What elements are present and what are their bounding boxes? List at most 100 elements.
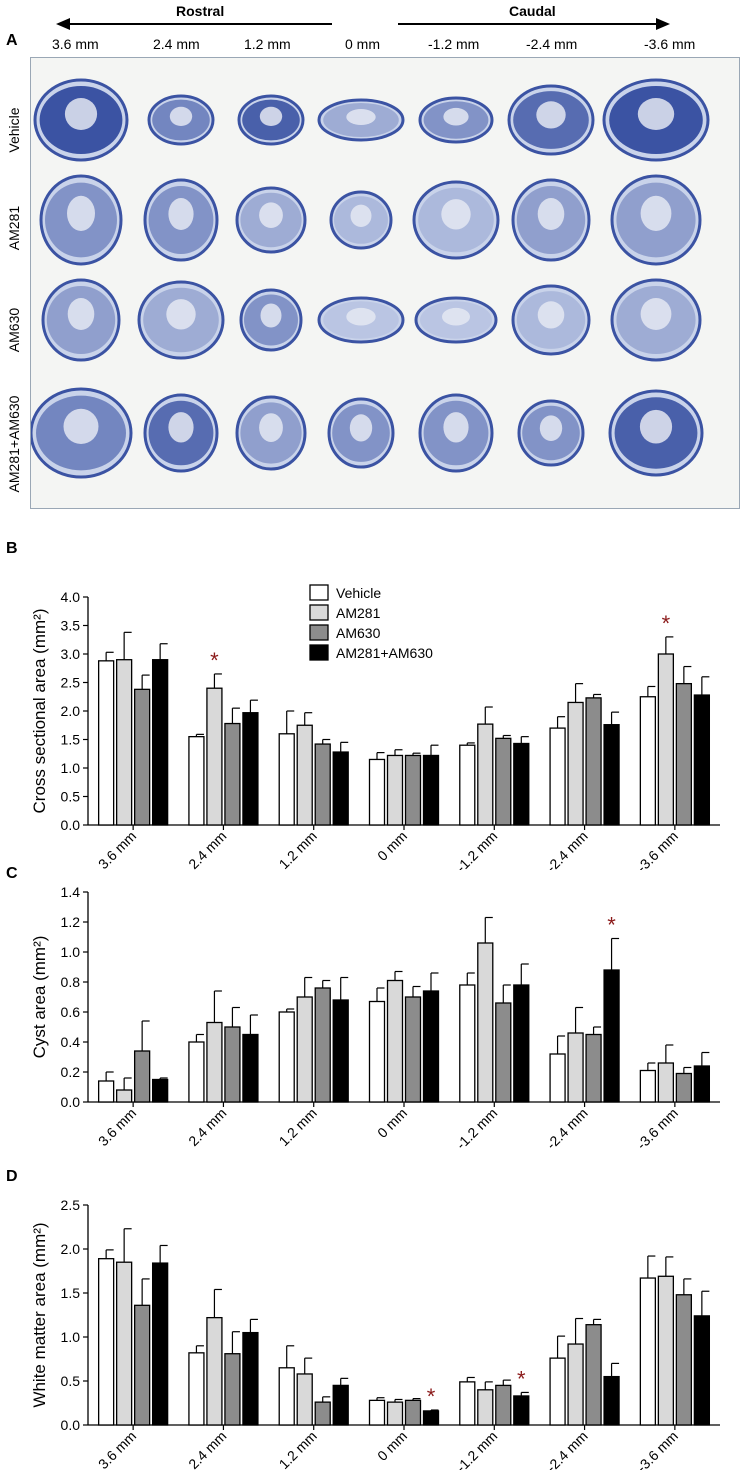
y-tick-label: 1.0 [61,944,81,960]
bar [242,1331,259,1426]
row-label-am281-am630: AM281+AM630 [6,395,22,493]
tissue-section [327,397,395,469]
bar [693,1315,711,1426]
bar [368,1399,386,1426]
bar [404,996,422,1103]
bar [513,1395,530,1426]
bar [314,987,331,1103]
bar [97,1258,115,1426]
x-tick-label: 2.4 mm [185,828,229,870]
bar [459,744,476,826]
bar [422,1410,440,1426]
bar [206,1316,223,1426]
histology-grid [29,57,740,509]
bar [495,1002,512,1103]
x-tick-label: -3.6 mm [633,828,681,870]
y-tick-label: 0.8 [61,974,81,990]
bar [657,1062,675,1103]
bar [549,727,566,826]
bar [549,1053,566,1103]
bar [224,722,241,826]
tissue-section [418,393,494,473]
x-tick-label: -1.2 mm [453,1105,501,1153]
panel-c-letter: C [6,865,18,882]
bar [657,1275,675,1426]
y-tick-label: 0.5 [61,1373,81,1389]
x-tick-label: 1.2 mm [276,1105,320,1149]
y-tick-label: 0.2 [61,1064,81,1080]
bar [332,751,349,826]
bar [97,1080,115,1103]
tissue-section [237,94,305,146]
tissue-section [412,180,500,260]
bar [386,754,404,826]
tissue-section [33,78,129,162]
x-tick-label: 0 mm [374,1428,410,1464]
significance-star: * [427,1384,436,1409]
bar [224,1353,241,1426]
bar [477,1389,494,1426]
row-label-am630: AM630 [6,307,22,353]
bar [567,701,584,826]
tissue-section [235,186,307,254]
y-axis-label: Cross sectional area (mm²) [30,609,49,814]
rostral-arrow-icon [56,18,70,30]
legend-swatch [309,584,329,601]
tissue-section [610,278,702,362]
bar [675,682,693,826]
bar [115,1089,133,1103]
bar [404,1399,422,1426]
y-tick-label: 0.0 [61,1417,81,1433]
bar [278,1367,295,1426]
tissue-section [143,393,219,473]
bar [224,1026,241,1103]
bar [567,1343,584,1426]
x-tick-label: 3.6 mm [95,1428,139,1470]
x-tick-label: -2.4 mm [543,1428,591,1470]
legend-label: Vehicle [336,585,381,601]
distance-label: 3.6 mm [52,36,99,52]
bar [513,984,530,1103]
bar [585,1033,602,1103]
y-tick-label: 1.4 [61,884,81,900]
distance-label: 2.4 mm [153,36,200,52]
tissue-section [507,84,595,156]
tissue-section [147,94,215,146]
significance-star: * [662,611,671,636]
x-tick-label: -1.2 mm [453,828,501,870]
significance-star: * [517,1366,526,1391]
rostral-label: Rostral [176,3,225,19]
tissue-section [41,278,121,362]
bar [639,1277,657,1426]
y-tick-label: 0.6 [61,1004,81,1020]
tissue-section [511,284,591,356]
panel-d-letter: D [6,1168,18,1185]
bar [314,743,331,826]
bar [603,1375,620,1426]
legend-label: AM630 [336,625,381,641]
x-tick-label: -1.2 mm [453,1428,501,1470]
x-tick-label: 3.6 mm [95,828,139,870]
tissue-section [602,78,710,162]
y-tick-label: 1.5 [61,1285,81,1301]
bar [115,1261,133,1426]
bar [242,1033,259,1103]
x-tick-label: 3.6 mm [95,1105,139,1149]
bar [675,1294,693,1426]
tissue-section [235,395,307,471]
bar [513,742,530,826]
x-tick-label: -2.4 mm [543,828,591,870]
bar [693,1065,711,1103]
x-tick-label: -3.6 mm [633,1428,681,1470]
bar [133,1304,151,1426]
bar [404,754,422,826]
y-tick-label: 2.5 [61,1197,81,1213]
bar [206,1021,223,1103]
bar [603,724,620,826]
y-tick-label: 3.5 [61,618,81,634]
tissue-section [414,296,498,344]
tissue-section [239,288,303,352]
tissue-section [610,174,702,266]
legend-swatch [309,604,329,621]
bar [495,1384,512,1426]
